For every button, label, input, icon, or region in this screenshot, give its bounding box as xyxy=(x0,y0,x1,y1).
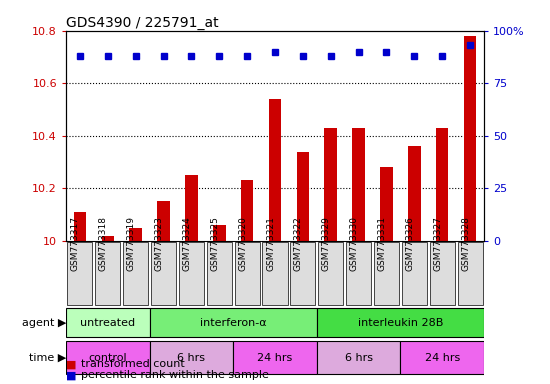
Text: 6 hrs: 6 hrs xyxy=(345,353,372,362)
FancyBboxPatch shape xyxy=(290,242,315,305)
Text: GDS4390 / 225791_at: GDS4390 / 225791_at xyxy=(66,16,219,30)
Text: time ▶: time ▶ xyxy=(29,353,66,362)
FancyBboxPatch shape xyxy=(150,341,233,374)
Bar xyxy=(102,236,114,241)
Text: GSM773320: GSM773320 xyxy=(238,216,247,271)
Bar xyxy=(157,202,170,241)
FancyBboxPatch shape xyxy=(458,242,482,305)
FancyBboxPatch shape xyxy=(402,242,427,305)
Text: interferon-α: interferon-α xyxy=(200,318,267,328)
FancyBboxPatch shape xyxy=(262,242,288,305)
FancyBboxPatch shape xyxy=(68,242,92,305)
Text: GSM773329: GSM773329 xyxy=(322,216,331,271)
Bar xyxy=(241,180,254,241)
Text: transformed count: transformed count xyxy=(81,359,185,369)
FancyBboxPatch shape xyxy=(66,308,150,337)
Text: GSM773331: GSM773331 xyxy=(377,216,387,271)
FancyBboxPatch shape xyxy=(400,341,484,374)
FancyBboxPatch shape xyxy=(207,242,232,305)
Text: GSM773324: GSM773324 xyxy=(183,216,191,271)
FancyBboxPatch shape xyxy=(123,242,148,305)
Bar xyxy=(380,167,393,241)
Text: GSM773317: GSM773317 xyxy=(71,216,80,271)
Bar xyxy=(353,128,365,241)
FancyBboxPatch shape xyxy=(66,341,150,374)
Text: 24 hrs: 24 hrs xyxy=(425,353,460,362)
Text: GSM773322: GSM773322 xyxy=(294,216,303,271)
FancyBboxPatch shape xyxy=(235,242,260,305)
Text: 6 hrs: 6 hrs xyxy=(178,353,205,362)
Text: control: control xyxy=(89,353,127,362)
FancyBboxPatch shape xyxy=(151,242,176,305)
FancyBboxPatch shape xyxy=(233,341,317,374)
Text: GSM773330: GSM773330 xyxy=(350,216,359,271)
Bar xyxy=(296,152,309,241)
FancyBboxPatch shape xyxy=(150,308,317,337)
Bar xyxy=(436,128,448,241)
Text: ■: ■ xyxy=(66,359,76,369)
FancyBboxPatch shape xyxy=(179,242,204,305)
Bar xyxy=(129,228,142,241)
FancyBboxPatch shape xyxy=(374,242,399,305)
FancyBboxPatch shape xyxy=(346,242,371,305)
Text: GSM773323: GSM773323 xyxy=(155,216,163,271)
FancyBboxPatch shape xyxy=(317,308,484,337)
Text: GSM773325: GSM773325 xyxy=(210,216,219,271)
FancyBboxPatch shape xyxy=(317,341,400,374)
Text: GSM773326: GSM773326 xyxy=(405,216,414,271)
Text: GSM773328: GSM773328 xyxy=(461,216,470,271)
Bar xyxy=(74,212,86,241)
Bar xyxy=(269,99,281,241)
Bar xyxy=(213,225,225,241)
Bar xyxy=(185,175,197,241)
Bar xyxy=(464,36,476,241)
Text: percentile rank within the sample: percentile rank within the sample xyxy=(81,370,270,380)
Bar xyxy=(408,146,421,241)
Text: agent ▶: agent ▶ xyxy=(21,318,66,328)
Text: GSM773319: GSM773319 xyxy=(126,216,136,271)
Text: GSM773327: GSM773327 xyxy=(433,216,442,271)
Text: interleukin 28B: interleukin 28B xyxy=(358,318,443,328)
Text: GSM773321: GSM773321 xyxy=(266,216,275,271)
Text: 24 hrs: 24 hrs xyxy=(257,353,293,362)
Bar xyxy=(324,128,337,241)
Text: GSM773318: GSM773318 xyxy=(99,216,108,271)
FancyBboxPatch shape xyxy=(430,242,455,305)
FancyBboxPatch shape xyxy=(95,242,120,305)
Text: ■: ■ xyxy=(66,370,76,380)
FancyBboxPatch shape xyxy=(318,242,343,305)
Text: untreated: untreated xyxy=(80,318,135,328)
